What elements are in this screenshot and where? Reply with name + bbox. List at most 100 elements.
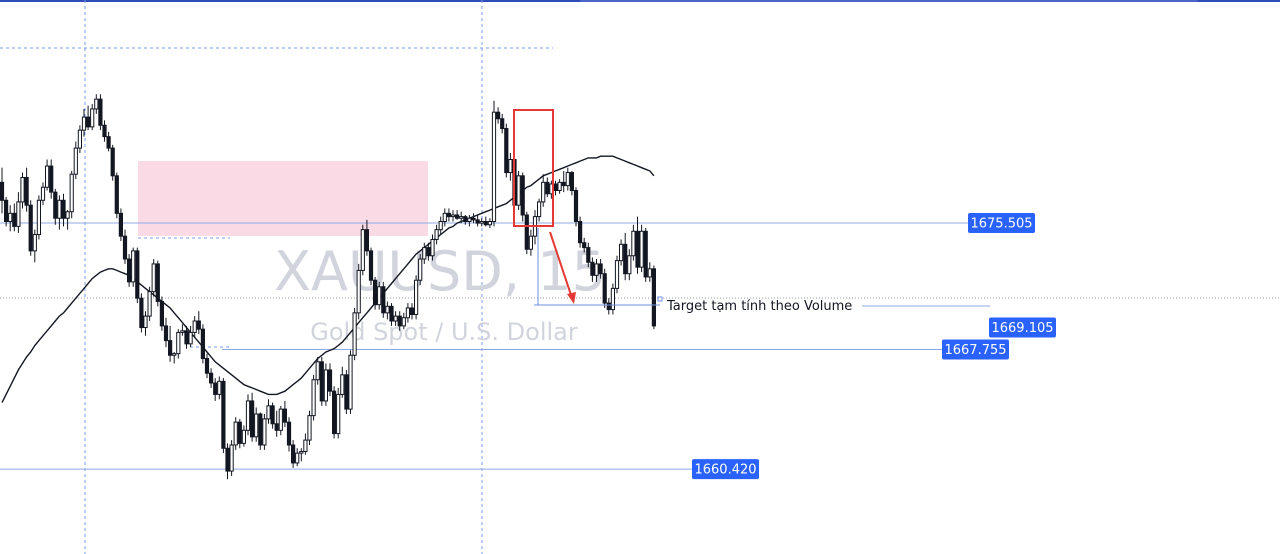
candle-body <box>405 307 410 319</box>
candle-body <box>245 400 251 431</box>
candle <box>336 387 341 439</box>
candle <box>381 281 386 318</box>
candle <box>143 311 148 336</box>
candle <box>414 275 419 320</box>
candle <box>209 368 214 388</box>
candle-body <box>81 116 87 131</box>
candle <box>344 369 349 414</box>
candle-body <box>8 212 13 222</box>
candle-body <box>438 220 443 231</box>
candle <box>77 125 83 153</box>
candle-body <box>553 183 558 192</box>
candle-body <box>598 263 603 275</box>
candle-body <box>225 447 230 472</box>
candle <box>221 378 226 454</box>
candle <box>573 187 579 227</box>
candle <box>147 286 152 322</box>
candle <box>163 317 169 348</box>
candle-body <box>291 444 296 464</box>
candle-body <box>614 260 620 289</box>
red-arrow-shaft[interactable] <box>549 231 573 299</box>
candle-body <box>602 273 607 304</box>
candle <box>500 113 505 134</box>
candle <box>491 100 497 227</box>
candle-body <box>516 175 521 206</box>
candle-body <box>409 307 415 315</box>
level-1667-price-label[interactable]: 1667.755 <box>942 339 1009 360</box>
candle-body <box>455 214 460 219</box>
candle-body <box>619 243 624 262</box>
candle <box>65 210 70 230</box>
candle-body <box>45 165 50 188</box>
candle <box>508 152 513 181</box>
candle-body <box>643 230 648 278</box>
candle-body <box>385 305 390 314</box>
candle <box>245 394 251 436</box>
candle-body <box>463 216 468 222</box>
candle-body <box>459 216 464 219</box>
candle-body <box>73 147 78 175</box>
candle-body <box>360 229 365 271</box>
candle-body <box>213 382 218 395</box>
candle <box>250 392 255 442</box>
measure-tool[interactable] <box>534 228 663 306</box>
candle <box>397 311 402 331</box>
candle-body <box>467 217 472 222</box>
supply-zone[interactable] <box>138 161 428 236</box>
candle-body <box>631 230 636 257</box>
candle-body <box>266 405 271 420</box>
candle-body <box>20 176 25 203</box>
candle-body <box>106 136 111 149</box>
candle-body <box>569 172 574 192</box>
candle <box>426 242 431 261</box>
candle-body <box>323 369 328 402</box>
candle <box>24 167 29 212</box>
candle-body <box>623 243 628 275</box>
candle <box>303 433 308 455</box>
candle-body <box>233 421 238 446</box>
level-1660-price-label[interactable]: 1660.420 <box>692 459 759 480</box>
candle-body <box>180 330 185 333</box>
annotation-text[interactable]: Target tạm tính theo Volume <box>666 299 852 314</box>
candle-body <box>647 268 652 278</box>
candle <box>114 172 119 219</box>
highlight-box[interactable] <box>513 109 554 227</box>
candle <box>463 214 468 225</box>
candle <box>94 94 99 114</box>
candle <box>430 234 435 261</box>
candle-body <box>401 317 406 327</box>
candle <box>377 281 382 310</box>
candle-body <box>545 181 550 195</box>
candle <box>73 141 78 180</box>
candle-body <box>479 220 484 224</box>
candle <box>61 193 66 227</box>
level-1675-price-label[interactable]: 1675.505 <box>968 213 1035 234</box>
candle-body <box>159 300 165 327</box>
measure-handle[interactable] <box>657 296 663 302</box>
candle <box>53 188 58 225</box>
candle-body <box>578 220 583 244</box>
moving-average <box>1 155 655 403</box>
candle <box>520 172 525 222</box>
candle-body <box>303 439 308 453</box>
price-label-text: 1660.420 <box>694 463 756 478</box>
candle-body <box>270 405 275 425</box>
candle <box>348 350 353 414</box>
candle <box>262 413 267 450</box>
candle <box>401 312 406 330</box>
candle-body <box>262 418 267 446</box>
candle <box>598 259 603 279</box>
candle <box>286 417 292 452</box>
candle <box>446 208 451 222</box>
candle <box>118 208 124 242</box>
candle-body <box>204 358 210 374</box>
candle-body <box>368 250 374 281</box>
candle-body <box>336 393 341 435</box>
candle-body <box>594 263 599 276</box>
candle <box>180 324 185 336</box>
candle <box>213 378 218 401</box>
level-1669-price-label[interactable]: 1669.105 <box>989 317 1056 338</box>
